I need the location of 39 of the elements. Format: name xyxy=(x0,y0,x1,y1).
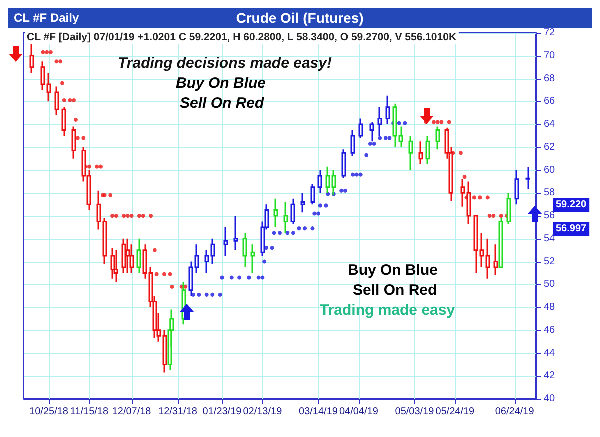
annotation: Trading decisions made easy! xyxy=(118,55,332,72)
y-tick-label: 72 xyxy=(544,28,556,38)
y-tick-label: 46 xyxy=(544,324,556,336)
y-tick-label: 66 xyxy=(544,96,556,108)
chart-subtitle: CL #F [Daily] 07/01/19 +1.0201 C 59.2201, H 60.2800, L 58.3400, O 59.2700, V 556.1010K xyxy=(27,32,457,44)
x-tick-label: 12/07/18 xyxy=(112,406,152,418)
x-tick-label: 05/03/19 xyxy=(395,406,435,418)
x-tick-label: 02/13/19 xyxy=(243,406,283,418)
annotation: Buy On Blue xyxy=(176,75,266,92)
y-tick-label: 42 xyxy=(544,370,556,382)
x-tick-label: 12/31/18 xyxy=(158,406,198,418)
y-tick-label: 64 xyxy=(544,119,556,130)
text: 56.997 xyxy=(556,224,588,234)
annotation: Sell On Red xyxy=(353,282,438,299)
y-tick-label: 40 xyxy=(544,394,556,404)
y-tick-label: 62 xyxy=(544,142,556,153)
chart-title: Crude Oil (Futures) xyxy=(236,10,364,26)
y-tick-label: 60 xyxy=(544,164,556,176)
y-tick-label: 56 xyxy=(544,210,556,222)
annotation: Sell On Red xyxy=(180,95,266,112)
y-tick-label: 54 xyxy=(544,233,556,244)
x-tick-label: 04/04/19 xyxy=(339,406,379,418)
text: CL #F Daily xyxy=(14,10,80,27)
x-tick-label: 11/15/18 xyxy=(70,406,109,418)
x-tick-label: 03/14/19 xyxy=(299,406,338,418)
y-tick-label: 50 xyxy=(544,279,556,290)
y-tick-label: 58 xyxy=(544,188,556,199)
x-tick-label: 10/25/18 xyxy=(30,406,69,418)
x-tick-label: 01/23/19 xyxy=(202,406,242,418)
text: 59.220 xyxy=(556,200,588,210)
y-tick-label: 70 xyxy=(544,50,556,62)
y-tick-label: 48 xyxy=(544,302,556,313)
y-tick-label: 44 xyxy=(544,348,556,359)
y-tick-label: 52 xyxy=(544,256,556,268)
annotation: Buy On Blue xyxy=(348,262,438,279)
annotation: Trading made easy xyxy=(320,302,456,319)
x-tick-label: 05/24/19 xyxy=(436,406,476,418)
y-tick-label: 68 xyxy=(544,73,556,84)
x-tick-label: 06/24/19 xyxy=(495,406,535,418)
